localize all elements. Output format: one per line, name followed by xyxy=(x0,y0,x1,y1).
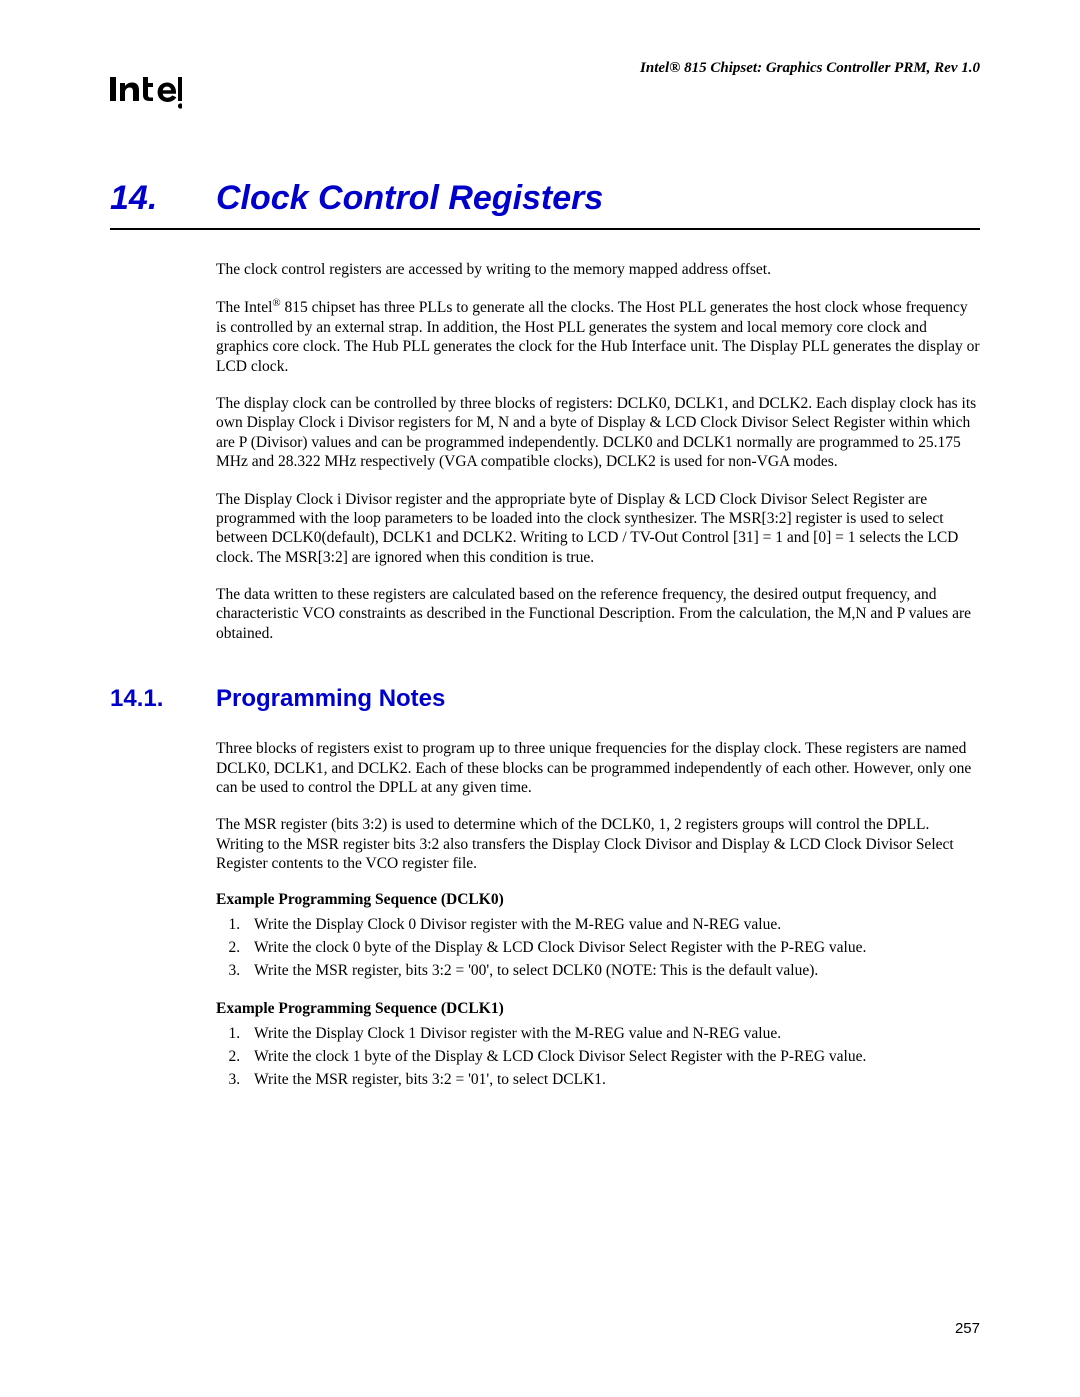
paragraph: Three blocks of registers exist to progr… xyxy=(216,739,980,797)
list-item: Write the MSR register, bits 3:2 = '01',… xyxy=(244,1070,980,1091)
registered-mark: ® xyxy=(272,297,280,309)
chapter-heading: 14. Clock Control Registers xyxy=(110,179,980,230)
intel-logo xyxy=(110,77,980,109)
chapter-body: The clock control registers are accessed… xyxy=(216,260,980,643)
section-heading: 14.1. Programming Notes xyxy=(110,685,980,713)
paragraph: The Display Clock i Divisor register and… xyxy=(216,490,980,568)
section-title: Programming Notes xyxy=(216,685,980,713)
page-number: 257 xyxy=(955,1320,980,1337)
list-item: Write the clock 0 byte of the Display & … xyxy=(244,938,980,959)
list-item: Write the clock 1 byte of the Display & … xyxy=(244,1047,980,1068)
list-item: Write the Display Clock 0 Divisor regist… xyxy=(244,915,980,936)
paragraph: The clock control registers are accessed… xyxy=(216,260,980,279)
paragraph: The data written to these registers are … xyxy=(216,585,980,643)
list-item: Write the MSR register, bits 3:2 = '00',… xyxy=(244,961,980,982)
example-heading: Example Programming Sequence (DCLK1) xyxy=(216,1000,980,1018)
section-number: 14.1. xyxy=(110,685,216,713)
paragraph: The Intel® 815 chipset has three PLLs to… xyxy=(216,297,980,376)
ordered-list: Write the Display Clock 1 Divisor regist… xyxy=(244,1024,980,1091)
chapter-title: Clock Control Registers xyxy=(216,179,980,218)
running-head: Intel® 815 Chipset: Graphics Controller … xyxy=(110,60,980,77)
example-heading: Example Programming Sequence (DCLK0) xyxy=(216,891,980,909)
ordered-list: Write the Display Clock 0 Divisor regist… xyxy=(244,915,980,982)
text-run: 815 chipset has three PLLs to generate a… xyxy=(216,300,980,375)
paragraph: The display clock can be controlled by t… xyxy=(216,394,980,472)
section-body: Three blocks of registers exist to progr… xyxy=(216,739,980,1091)
chapter-number: 14. xyxy=(110,179,216,218)
text-run: The Intel xyxy=(216,300,272,317)
list-item: Write the Display Clock 1 Divisor regist… xyxy=(244,1024,980,1045)
paragraph: The MSR register (bits 3:2) is used to d… xyxy=(216,815,980,873)
